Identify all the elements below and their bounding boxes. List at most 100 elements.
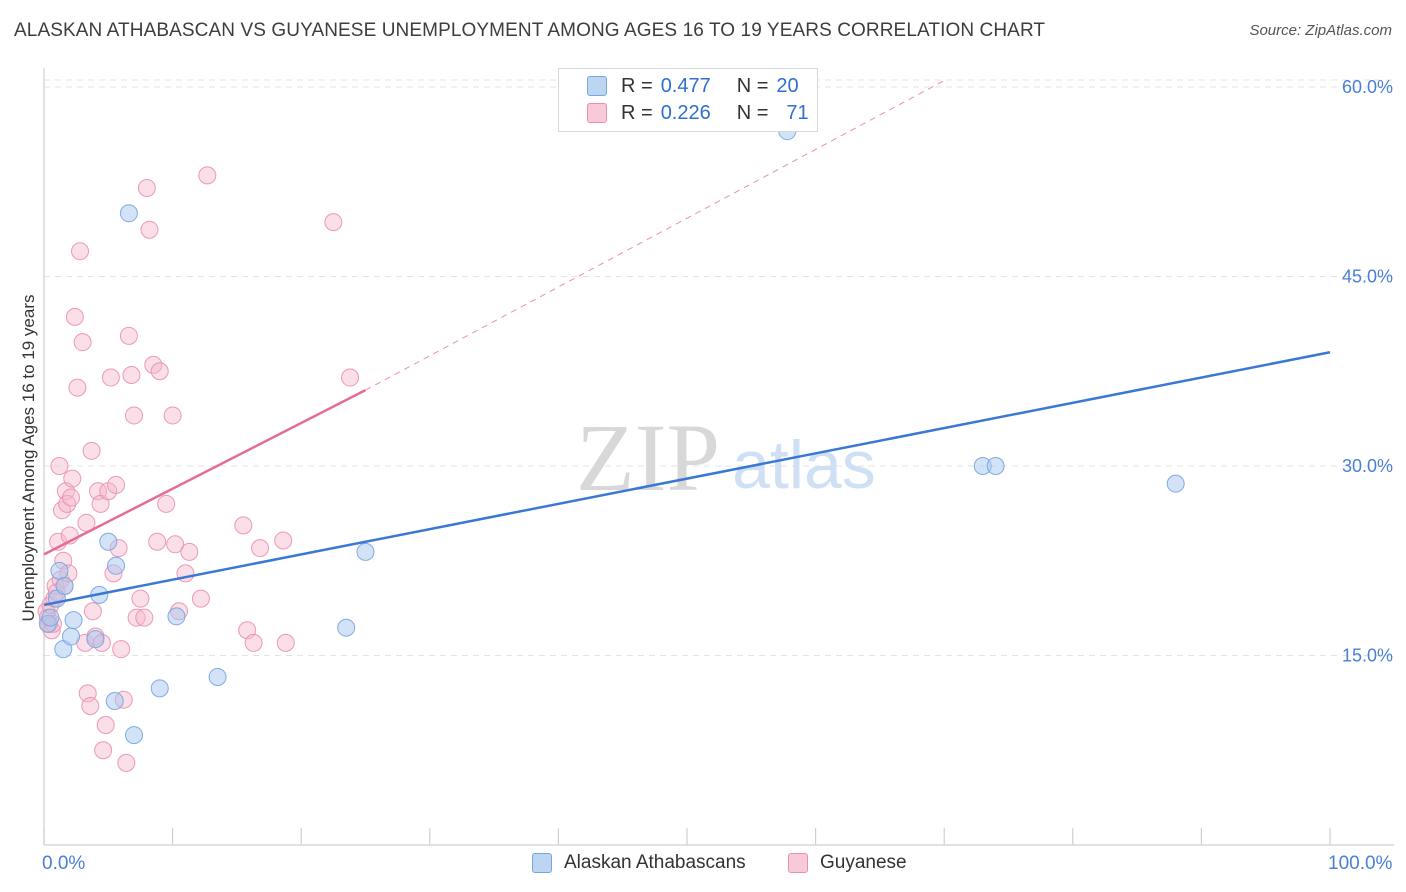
guyanese-point: [244, 633, 263, 652]
legend-row-guyanese: R = 0.226 N = 71: [587, 100, 809, 126]
x-tick-max: 100.0%: [1328, 853, 1393, 874]
guyanese-point: [125, 406, 144, 425]
guyanese-point: [274, 531, 293, 550]
guyanese-point: [68, 378, 87, 397]
guyanese-point: [96, 715, 115, 734]
guyanese-point: [83, 602, 102, 621]
athabascan-point: [107, 556, 126, 575]
athabascan-point: [150, 679, 169, 698]
series-legend-athabascan: Alaskan Athabascans: [532, 852, 746, 874]
guyanese-point: [131, 589, 150, 608]
guyanese-point: [101, 368, 120, 387]
legend-r-value-athabascan: 0.477: [660, 74, 711, 97]
y-axis-label: Unemployment Among Ages 16 to 19 years: [19, 295, 38, 622]
athabascan-point: [62, 627, 81, 646]
guyanese-point: [251, 539, 270, 558]
source-credit: Source: ZipAtlas.com: [1249, 22, 1392, 39]
series-legend-label: Guyanese: [820, 852, 907, 873]
athabascan-point: [1166, 474, 1185, 493]
guyanese-point: [180, 542, 199, 561]
guyanese-point: [50, 456, 69, 475]
guyanese-point: [77, 513, 96, 532]
guyanese-point: [276, 633, 295, 652]
guyanese-point: [112, 640, 131, 659]
guyanese-point: [71, 242, 90, 261]
legend-r-value-guyanese: 0.226: [660, 101, 711, 124]
legend-r-label: R =: [621, 101, 653, 124]
legend-n-label: N =: [736, 74, 769, 97]
guyanese-point: [191, 589, 210, 608]
legend-swatch-blue: [587, 76, 607, 96]
athabascan-point: [119, 204, 138, 223]
guyanese-point: [324, 213, 343, 232]
x-tick-min: 0.0%: [42, 853, 86, 874]
series-swatch-blue: [532, 853, 552, 873]
guyanese-point: [135, 608, 154, 627]
guyanese-point: [140, 220, 159, 239]
legend-row-athabascan: R = 0.477 N = 20: [587, 73, 799, 99]
guyanese-point: [234, 516, 253, 535]
athabascan-point: [167, 607, 186, 626]
trend-lines: [43, 80, 1331, 607]
guyanese-point: [117, 753, 136, 772]
guyanese-point: [65, 307, 84, 326]
guyanese-point: [99, 482, 118, 501]
y-tick-label: 15.0%: [1342, 645, 1393, 665]
legend-swatch-pink: [587, 103, 607, 123]
athabascan-point: [356, 542, 375, 561]
guyanese-point: [150, 362, 169, 381]
guyanese-point: [127, 608, 146, 627]
series-legend-guyanese: Guyanese: [788, 852, 907, 874]
axes: [43, 68, 1394, 846]
series-legend-label: Alaskan Athabascans: [564, 852, 746, 873]
series-swatch-pink: [788, 853, 808, 873]
guyanese-point: [166, 535, 185, 554]
athabascan-point: [55, 577, 74, 595]
guyanese-point: [94, 741, 113, 760]
guyanese-point: [63, 469, 82, 488]
athabascan-point: [986, 456, 1005, 475]
guyanese-point: [144, 355, 163, 374]
guyanese-point: [122, 366, 141, 385]
guyanese-point: [157, 494, 176, 513]
legend-n-value-athabascan: 20: [776, 74, 799, 97]
guyanese-point: [82, 441, 101, 460]
guyanese-point: [119, 326, 138, 345]
y-tick-label: 60.0%: [1342, 77, 1393, 97]
athabascan-trend-line: [43, 351, 1331, 607]
athabascan-point: [64, 611, 83, 630]
athabascan-point: [99, 532, 118, 551]
y-tick-label: 30.0%: [1342, 456, 1393, 476]
legend-r-label: R =: [621, 74, 653, 97]
guyanese-point: [73, 333, 92, 352]
gridlines: [44, 79, 1394, 656]
watermark: ZIP atlas: [576, 404, 876, 511]
chart-title: ALASKAN ATHABASCAN VS GUYANESE UNEMPLOYM…: [14, 20, 1046, 41]
athabascan-points: [38, 122, 1185, 745]
athabascan-point: [105, 691, 124, 710]
guyanese-point: [198, 166, 217, 185]
guyanese-point: [81, 697, 100, 716]
guyanese-point: [137, 179, 156, 198]
correlation-legend: R = 0.477 N = 20 R = 0.226 N = 71: [558, 68, 818, 132]
guyanese-point: [341, 368, 360, 387]
legend-n-label: N =: [736, 101, 769, 124]
guyanese-points: [37, 166, 360, 772]
athabascan-point: [337, 618, 356, 637]
guyanese-point: [107, 475, 126, 494]
athabascan-point: [208, 667, 227, 686]
guyanese-point: [62, 488, 81, 507]
y-tick-labels: 15.0% 30.0% 45.0% 60.0%: [1342, 77, 1393, 666]
legend-n-value-guyanese: 71: [786, 101, 809, 124]
athabascan-point: [125, 726, 144, 745]
guyanese-point: [163, 406, 182, 425]
athabascan-point: [41, 608, 60, 627]
watermark-zip: ZIP: [576, 404, 720, 511]
athabascan-point: [50, 561, 69, 580]
y-tick-label: 45.0%: [1342, 266, 1393, 286]
series-legend: Alaskan Athabascans Guyanese: [0, 852, 1406, 878]
guyanese-trend-line: [43, 389, 367, 556]
guyanese-point: [148, 532, 167, 551]
athabascan-point: [86, 630, 105, 649]
